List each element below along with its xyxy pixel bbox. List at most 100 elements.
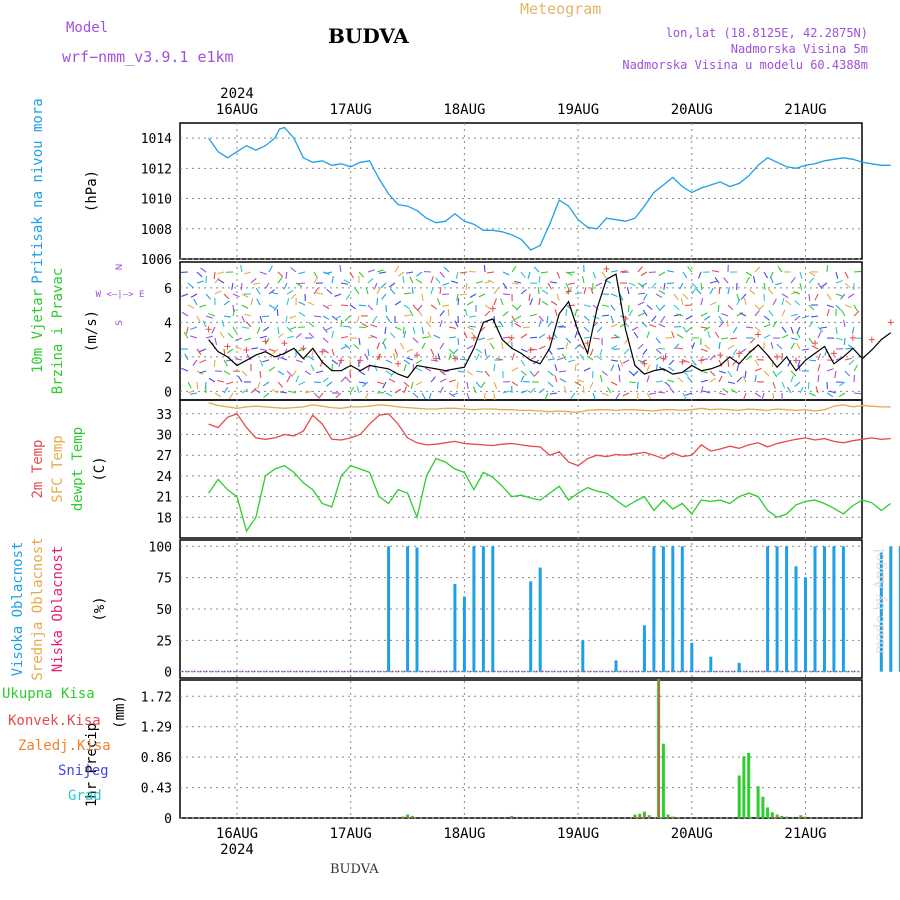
top-day-label: 20AUG	[671, 102, 713, 118]
wind-arrow	[522, 326, 531, 329]
cloud-baseline-mark	[512, 670, 514, 673]
cloud-baseline-mark	[347, 670, 349, 673]
precip-bar-konvekkisa	[805, 817, 807, 818]
cloud-baseline-mark	[446, 670, 448, 673]
wind-arrow	[439, 342, 445, 350]
wind-arrow	[412, 326, 416, 334]
wind-arrow	[727, 381, 735, 385]
cloud-baseline-mark	[623, 670, 625, 673]
wind-arrow	[439, 386, 444, 394]
precip-legend-0: Ukupna Kisa	[2, 686, 95, 702]
cloud-baseline-mark	[722, 670, 724, 673]
wind-arrow	[599, 375, 603, 383]
temp-unit-label: (C)	[92, 456, 108, 481]
wind-arrow	[691, 359, 697, 366]
wind-arrow	[259, 271, 267, 275]
cloud-baseline-mark	[779, 670, 781, 673]
wind-arrow	[219, 331, 225, 339]
cloud-baseline-mark	[437, 670, 439, 673]
wind-arrow	[763, 323, 771, 328]
cloud-baseline-mark	[638, 670, 640, 673]
wind-arrow	[361, 323, 369, 328]
wind-arrow	[642, 309, 648, 317]
wind-gust-marker	[622, 315, 629, 322]
wind-arrow	[709, 280, 717, 284]
wind-arrow	[583, 336, 592, 339]
wind-arrow	[412, 304, 419, 311]
wind-arrows	[180, 264, 862, 401]
cloud-baseline-mark	[611, 670, 613, 673]
cloud-baseline-mark	[233, 670, 235, 673]
wind-arrow	[439, 310, 445, 317]
wind-arrow	[579, 353, 585, 361]
footer-station: BUDVA	[330, 862, 379, 877]
cloud-baseline-mark	[290, 670, 292, 673]
wind-arrow	[772, 392, 775, 401]
wind-arrow	[651, 282, 657, 289]
cloud-baseline-mark	[668, 670, 670, 673]
compass-we: W <–|–> E	[96, 290, 145, 300]
wind-arrow	[412, 392, 419, 399]
cloud-baseline-mark	[635, 670, 637, 673]
wind-arrow	[533, 266, 540, 273]
wind-arrow	[777, 266, 783, 273]
bottom-day-label: 19AUG	[557, 826, 599, 842]
wind-arrow	[589, 381, 594, 389]
cloud-baseline-mark	[509, 670, 511, 673]
wind-gust-marker	[319, 348, 326, 355]
wind-arrow	[651, 315, 657, 322]
wind-arrow	[466, 344, 474, 350]
cloud-baseline-mark	[497, 670, 499, 673]
bottom-year-label: 2024	[220, 842, 254, 858]
wind-arrow	[241, 293, 249, 298]
cloud-bar-visoka-oblacnost	[538, 567, 542, 672]
wind-arrow	[546, 315, 549, 324]
wind-arrow	[403, 331, 407, 339]
wind-arrow	[493, 298, 497, 306]
cloud-baseline-mark	[728, 670, 730, 673]
cloud-baseline-mark	[422, 670, 424, 673]
cloud-baseline-mark	[686, 670, 688, 673]
panel-frame-temperature	[179, 399, 863, 539]
wind-arrow	[814, 293, 819, 301]
wind-arrow	[794, 315, 801, 321]
wind-arrow	[642, 348, 648, 355]
wind-arrow	[484, 348, 487, 357]
wind-arrow	[421, 293, 424, 302]
wind-arrow	[500, 298, 504, 306]
wind-arrow	[217, 278, 225, 284]
wind-arrow	[820, 326, 828, 329]
wind-arrow	[280, 391, 288, 394]
wind-arrow	[763, 334, 771, 339]
wind-arrow	[811, 345, 819, 350]
wind-arrow	[439, 378, 447, 383]
wind-arrow	[283, 282, 288, 290]
wind-arrow	[232, 326, 238, 334]
cloud-baseline-mark	[245, 670, 247, 673]
wind-arrow	[761, 392, 765, 400]
wind-arrow	[538, 297, 541, 306]
wind-arrow	[520, 359, 526, 367]
wind-arrow	[763, 370, 770, 377]
wind-arrow	[718, 370, 726, 374]
wind-arrow	[709, 370, 716, 377]
wind-arrow	[578, 343, 585, 350]
wind-unit-label: (m/s)	[84, 310, 100, 352]
wind-arrow	[181, 293, 189, 297]
wind-arrow	[529, 355, 537, 361]
wind-arrow	[815, 386, 819, 394]
cloud-baseline-mark	[821, 670, 823, 673]
wind-arrow	[554, 364, 558, 372]
wind-arrow	[325, 326, 333, 331]
wind-arrow	[660, 315, 666, 323]
cloud-baseline-mark	[632, 670, 634, 673]
cloud-baseline-mark	[770, 670, 772, 673]
cloud-baseline-mark	[449, 670, 451, 673]
wind-arrow	[793, 291, 801, 295]
wind-arrow	[452, 354, 459, 361]
cloud-baseline-mark	[242, 670, 244, 673]
wind-arrow	[700, 370, 708, 374]
wind-arrow	[695, 288, 702, 295]
cloud-baseline-mark	[626, 670, 628, 673]
wind-arrow	[217, 379, 225, 383]
